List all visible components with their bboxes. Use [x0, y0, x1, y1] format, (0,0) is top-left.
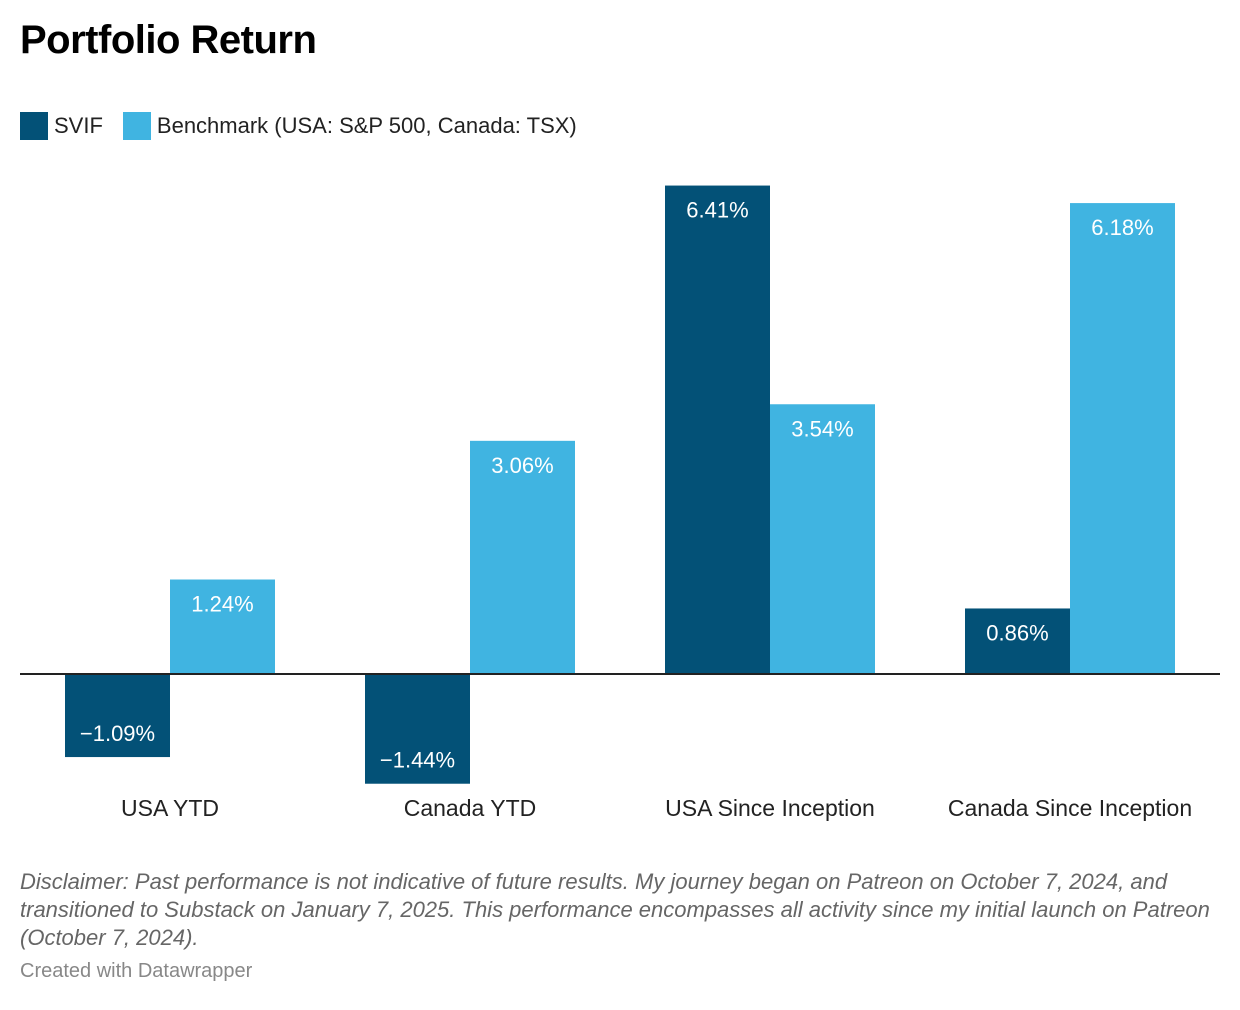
- bar-chart: −1.09% 1.24% USA YTD −1.44% 3.06% Canada YTD 6…: [20, 185, 1220, 821]
- legend-swatch-svif: [20, 112, 48, 140]
- category-label-1: Canada YTD: [404, 795, 537, 821]
- bar-svif-2: [665, 185, 770, 675]
- data-label-svif-1: −1.44%: [380, 748, 455, 773]
- legend: SVIF Benchmark (USA: S&P 500, Canada: TS…: [20, 112, 597, 140]
- bar-benchmark-0: [170, 579, 275, 674]
- bar-svif-3: [965, 608, 1070, 674]
- bar-benchmark-1: [470, 440, 575, 674]
- legend-item-svif: SVIF: [20, 112, 103, 140]
- chart-title: Portfolio Return: [20, 18, 317, 62]
- legend-item-benchmark: Benchmark (USA: S&P 500, Canada: TSX): [122, 112, 577, 140]
- bar-benchmark-2: [770, 404, 875, 674]
- category-label-3: Canada Since Inception: [948, 795, 1192, 821]
- data-label-svif-3: 0.86%: [986, 620, 1048, 645]
- category-label-0: USA YTD: [121, 795, 219, 821]
- data-label-benchmark-0: 1.24%: [191, 592, 253, 617]
- bar-svif-1: [365, 674, 470, 784]
- bar-benchmark-3: [1070, 203, 1175, 675]
- credit-text: Created with Datawrapper: [20, 960, 253, 982]
- data-label-benchmark-2: 3.54%: [791, 416, 853, 441]
- legend-label-benchmark: Benchmark (USA: S&P 500, Canada: TSX): [156, 113, 577, 138]
- data-label-benchmark-1: 3.06%: [491, 453, 553, 478]
- legend-swatch-benchmark: [122, 112, 151, 140]
- category-label-2: USA Since Inception: [665, 795, 875, 821]
- bar-svif-0: [65, 674, 170, 758]
- data-label-benchmark-3: 6.18%: [1091, 215, 1153, 240]
- data-label-svif-0: −1.09%: [80, 721, 155, 746]
- disclaimer: Disclaimer: Past performance is not indi…: [20, 869, 1210, 950]
- legend-label-svif: SVIF: [54, 113, 103, 138]
- data-label-svif-2: 6.41%: [686, 198, 748, 223]
